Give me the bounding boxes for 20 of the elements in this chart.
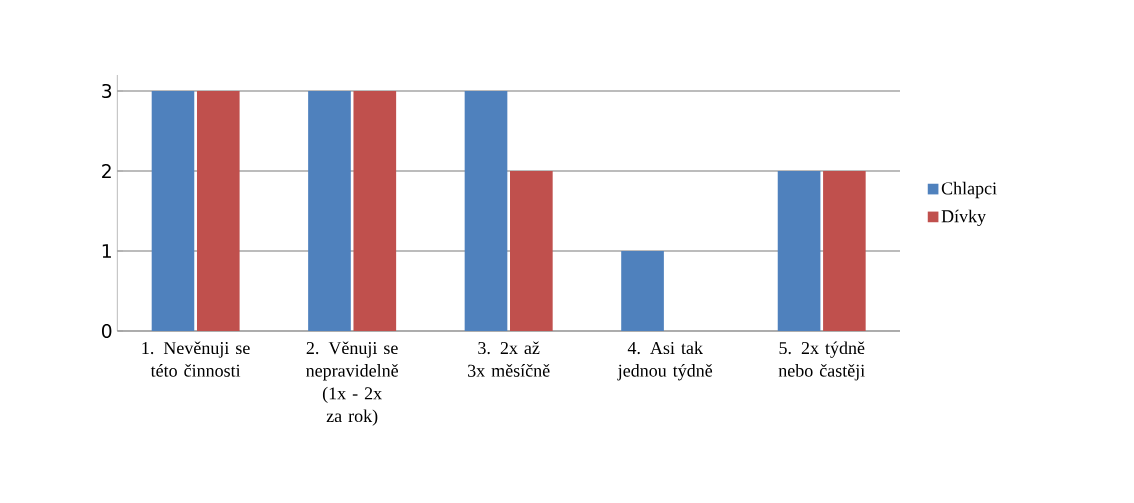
x-tick-label: 1. Nevěnuji se této činnosti (142, 341, 250, 377)
y-tick-label: 0 (101, 323, 112, 339)
y-tick-label: 3 (102, 83, 112, 99)
bar (464, 91, 508, 331)
bar (621, 251, 664, 331)
x-tick-label: 3. 2x až 3x měsíčně (468, 341, 550, 377)
legend-label: Chlapci (941, 181, 997, 199)
y-tick-label: 1 (102, 244, 111, 258)
legend-label: Dívky (941, 209, 987, 227)
bar (823, 171, 866, 331)
bar (151, 91, 195, 331)
bar (510, 171, 553, 331)
bar (308, 91, 351, 331)
bar (777, 171, 821, 331)
x-tick-label: 2. Věnuji se nepravidelně (1x - 2x za rok) (306, 341, 398, 426)
bar (353, 91, 397, 331)
x-tick-label: 5. 2x týdně nebo častěji (778, 341, 865, 381)
y-tick-label: 2 (102, 164, 111, 178)
x-tick-label: 4. Asi tak jednou týdně (617, 341, 713, 381)
bar (196, 91, 240, 331)
